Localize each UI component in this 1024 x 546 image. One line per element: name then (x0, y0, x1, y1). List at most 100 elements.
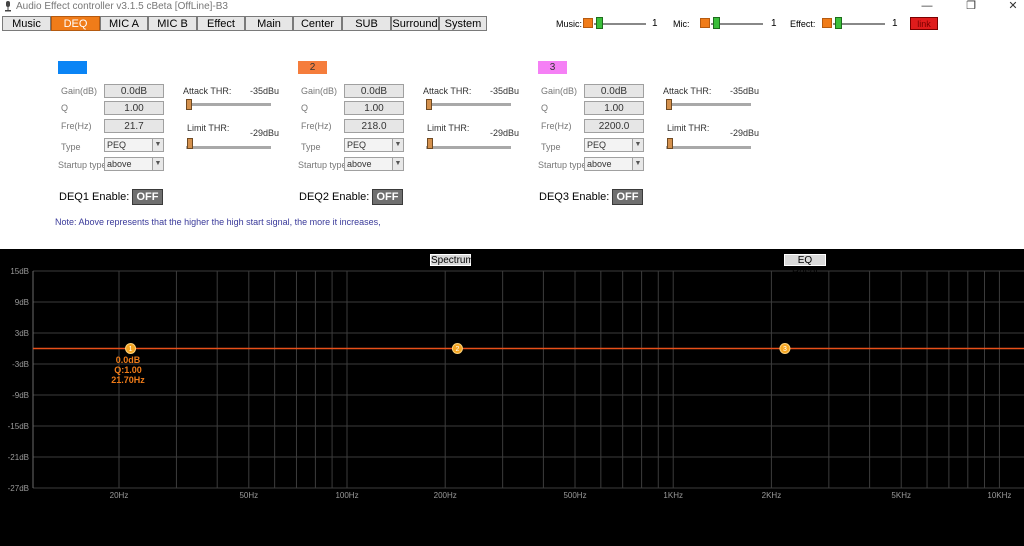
deq3-gain-label: Gain(dB) (541, 86, 578, 96)
tab-sub[interactable]: SUB (342, 16, 391, 31)
tab-center[interactable]: Center (293, 16, 342, 31)
deq3-limit-value: -29dBu (730, 128, 760, 138)
deq1-limit-thumb[interactable] (187, 138, 193, 149)
close-icon[interactable]: ✕ (1008, 0, 1018, 12)
tab-deq[interactable]: DEQ (51, 16, 100, 31)
mic-volume-thumb[interactable] (713, 17, 720, 29)
y-axis-label: 15dB (10, 267, 29, 276)
deq2-q-field[interactable]: 1.00 (344, 101, 404, 115)
eq-reset-button[interactable]: EQ Reset (784, 254, 826, 278)
deq1-attack-label: Attack THR: (183, 86, 232, 96)
app-icon (5, 1, 11, 12)
deq2-limit-slider[interactable] (426, 146, 511, 149)
deq2-limit-thumb[interactable] (427, 138, 433, 149)
eq-marker-2[interactable] (451, 343, 463, 354)
x-axis-label: 1KHz (663, 491, 683, 500)
mic-volume-slider[interactable] (711, 23, 763, 25)
deq1-attack-value: -35dBu (250, 86, 280, 96)
link-button[interactable]: link (910, 17, 938, 30)
deq3-enable-toggle[interactable]: OFF (612, 189, 643, 205)
y-axis-label: -27dB (8, 484, 29, 493)
deq1-limit-slider[interactable] (186, 146, 271, 149)
deq1-startup-select[interactable]: above ▼ (104, 157, 164, 171)
deq2-color-tag: 2 (298, 61, 327, 74)
effect-mute-toggle[interactable] (822, 18, 832, 28)
deq2-attack-slider[interactable] (426, 103, 511, 106)
deq3-startup-select[interactable]: above ▼ (584, 157, 644, 171)
deq3-type-select[interactable]: PEQ ▼ (584, 138, 644, 152)
deq1-attack-thumb[interactable] (186, 99, 192, 110)
mic-mute-toggle[interactable] (700, 18, 710, 28)
spectrum-button[interactable]: Spectrum (430, 254, 474, 266)
mic-volume-label: Mic: (673, 19, 690, 29)
eq-marker-label: 3 (783, 346, 787, 353)
deq2-gain-field[interactable]: 0.0dB (344, 84, 404, 98)
deq2-startup-value: above (347, 159, 372, 169)
deq2-startup-label: Startup type (298, 160, 347, 170)
deq2-attack-thumb[interactable] (426, 99, 432, 110)
deq1-q-field[interactable]: 1.00 (104, 101, 164, 115)
chevron-down-icon: ▼ (632, 158, 643, 170)
deq1-limit-label: Limit THR: (187, 123, 230, 133)
deq1-enable-label: DEQ1 Enable: (59, 191, 130, 203)
restore-icon[interactable]: ❐ (966, 0, 976, 12)
deq3-type-label: Type (541, 142, 561, 152)
music-volume-thumb[interactable] (596, 17, 603, 29)
deq1-startup-value: above (107, 159, 132, 169)
deq2-startup-select[interactable]: above ▼ (344, 157, 404, 171)
x-axis-label: 200Hz (434, 491, 457, 500)
eq-graph[interactable]: 15dB 9dB 3dB -3dB -9dB -15dB -21dB -27dB 20Hz 50H… (0, 249, 1024, 546)
deq3-q-field[interactable]: 1.00 (584, 101, 644, 115)
deq2-type-label: Type (301, 142, 321, 152)
deq2-freq-field[interactable]: 218.0 (344, 119, 404, 133)
x-axis-label: 100Hz (335, 491, 358, 500)
eq-marker-label: 1 (129, 346, 133, 353)
y-axis-label: -3dB (12, 360, 29, 369)
marker1-freq-text: 21.70Hz (111, 375, 145, 385)
deq1-freq-label: Fre(Hz) (61, 121, 92, 131)
deq3-enable-label: DEQ3 Enable: (539, 191, 610, 203)
deq2-type-select[interactable]: PEQ ▼ (344, 138, 404, 152)
tab-music[interactable]: Music (2, 16, 51, 31)
eq-marker-1[interactable] (125, 343, 137, 354)
music-volume-label: Music: (556, 19, 583, 29)
deq1-type-select[interactable]: PEQ ▼ (104, 138, 164, 152)
deq1-freq-field[interactable]: 21.7 (104, 119, 164, 133)
y-axis-label: -15dB (8, 422, 29, 431)
tab-mic-b[interactable]: MIC B (148, 16, 197, 31)
deq2-attack-label: Attack THR: (423, 86, 472, 96)
window-title: Audio Effect controller v3.1.5 cBeta [Of… (16, 1, 228, 12)
effect-volume-slider[interactable] (833, 23, 885, 25)
effect-volume-thumb[interactable] (835, 17, 842, 29)
deq3-attack-slider[interactable] (666, 103, 751, 106)
eq-graph-canvas[interactable]: 15dB 9dB 3dB -3dB -9dB -15dB -21dB -27dB 20Hz 50H… (0, 249, 1024, 546)
y-axis-label: 3dB (15, 329, 29, 338)
tab-effect[interactable]: Effect (197, 16, 245, 31)
music-volume-slider[interactable] (594, 23, 646, 25)
music-mute-toggle[interactable] (583, 18, 593, 28)
eq-marker-label: 2 (455, 346, 459, 353)
deq3-limit-thumb[interactable] (667, 138, 673, 149)
minimize-icon[interactable]: — (921, 0, 933, 12)
deq3-startup-value: above (587, 159, 612, 169)
deq2-limit-label: Limit THR: (427, 123, 470, 133)
deq1-attack-slider[interactable] (186, 103, 271, 106)
deq3-limit-slider[interactable] (666, 146, 751, 149)
tab-mic-a[interactable]: MIC A (100, 16, 148, 31)
deq1-enable-toggle[interactable]: OFF (132, 189, 163, 205)
deq2-enable-toggle[interactable]: OFF (372, 189, 403, 205)
x-axis-label: 10KHz (987, 491, 1011, 500)
tab-system[interactable]: System (439, 16, 487, 31)
deq3-q-label: Q (541, 103, 549, 113)
deq3-attack-label: Attack THR: (663, 86, 712, 96)
x-axis-label: 5KHz (891, 491, 911, 500)
eq-marker-3[interactable] (779, 343, 791, 354)
deq2-type-value: PEQ (347, 140, 367, 150)
deq3-gain-field[interactable]: 0.0dB (584, 84, 644, 98)
deq3-freq-field[interactable]: 2200.0 (584, 119, 644, 133)
tab-main[interactable]: Main (245, 16, 293, 31)
deq3-attack-thumb[interactable] (666, 99, 672, 110)
music-volume-value: 1 (652, 18, 658, 29)
deq1-gain-field[interactable]: 0.0dB (104, 84, 164, 98)
tab-surround[interactable]: Surround (391, 16, 439, 31)
